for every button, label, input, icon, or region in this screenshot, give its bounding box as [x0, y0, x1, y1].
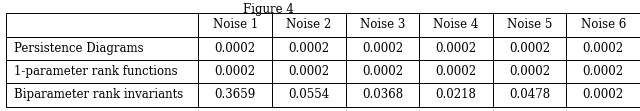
Text: 0.0368: 0.0368	[362, 88, 403, 101]
Text: 0.0002: 0.0002	[509, 42, 550, 55]
Bar	[272, 83, 346, 107]
Text: 0.0002: 0.0002	[435, 65, 477, 78]
Text: 0.0002: 0.0002	[582, 65, 624, 78]
Bar	[493, 13, 566, 37]
Text: 0.0554: 0.0554	[288, 88, 330, 101]
Text: Noise 1: Noise 1	[212, 18, 258, 32]
Text: 0.0002: 0.0002	[288, 42, 330, 55]
Bar	[419, 60, 493, 83]
Text: Noise 3: Noise 3	[360, 18, 405, 32]
Text: Persistence Diagrams: Persistence Diagrams	[14, 42, 144, 55]
Bar	[272, 60, 346, 83]
Bar	[272, 13, 346, 37]
Text: 0.0002: 0.0002	[582, 42, 624, 55]
Bar	[566, 37, 640, 60]
Text: Noise 5: Noise 5	[507, 18, 552, 32]
Text: Noise 4: Noise 4	[433, 18, 479, 32]
Text: Figure 4: Figure 4	[243, 3, 294, 16]
Bar	[198, 13, 272, 37]
Bar	[493, 37, 566, 60]
Bar	[566, 83, 640, 107]
Bar	[272, 37, 346, 60]
Text: 1-parameter rank functions: 1-parameter rank functions	[14, 65, 178, 78]
Bar	[493, 60, 566, 83]
Bar	[198, 60, 272, 83]
Bar	[419, 13, 493, 37]
Bar	[198, 83, 272, 107]
Text: 0.0002: 0.0002	[214, 42, 256, 55]
Bar	[346, 60, 419, 83]
Text: 0.0002: 0.0002	[362, 42, 403, 55]
Text: Biparameter rank invariants: Biparameter rank invariants	[14, 88, 183, 101]
Bar	[493, 83, 566, 107]
Bar	[6, 83, 198, 107]
Text: 0.0002: 0.0002	[214, 65, 256, 78]
Text: 0.0002: 0.0002	[582, 88, 624, 101]
Bar	[346, 37, 419, 60]
Bar	[6, 13, 198, 37]
Bar	[419, 83, 493, 107]
Bar	[198, 37, 272, 60]
Bar	[6, 60, 198, 83]
Bar	[346, 13, 419, 37]
Text: 0.0002: 0.0002	[362, 65, 403, 78]
Text: 0.0002: 0.0002	[288, 65, 330, 78]
Text: Noise 2: Noise 2	[286, 18, 332, 32]
Bar	[419, 37, 493, 60]
Bar	[346, 83, 419, 107]
Bar	[566, 13, 640, 37]
Text: Noise 6: Noise 6	[580, 18, 626, 32]
Bar	[6, 37, 198, 60]
Bar	[566, 60, 640, 83]
Text: 0.0478: 0.0478	[509, 88, 550, 101]
Text: 0.0218: 0.0218	[436, 88, 476, 101]
Text: 0.0002: 0.0002	[509, 65, 550, 78]
Text: 0.0002: 0.0002	[435, 42, 477, 55]
Text: 0.3659: 0.3659	[214, 88, 256, 101]
